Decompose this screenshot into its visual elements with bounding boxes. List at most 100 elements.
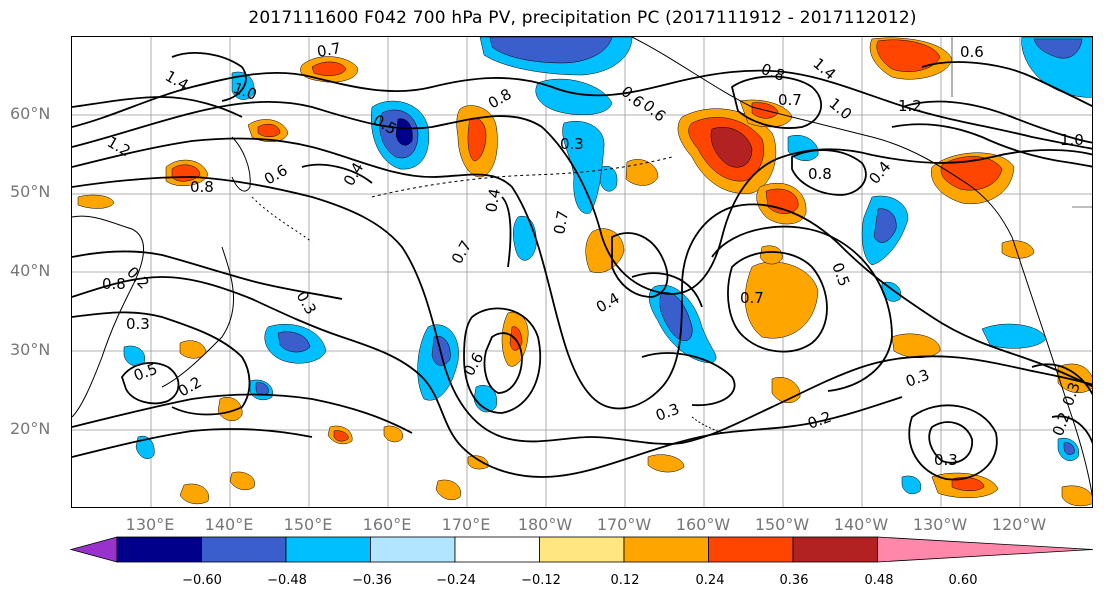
precip-blob xyxy=(435,479,461,500)
precip-blob xyxy=(901,475,922,495)
contour-label: 0.5 xyxy=(828,260,853,289)
precip-blob xyxy=(77,194,115,209)
pv-contour xyxy=(171,52,247,102)
precip-blob xyxy=(489,37,613,64)
pv-contour xyxy=(730,75,823,129)
contour-label: 0.3 xyxy=(126,315,150,333)
precip-blob xyxy=(981,323,1047,349)
contour-label: 0.6 xyxy=(960,43,984,61)
precip-blob xyxy=(179,340,207,359)
contour-label: 1.0 xyxy=(231,79,260,104)
precip-blob xyxy=(710,127,753,168)
coastline-namerica xyxy=(1011,236,1092,497)
colorbar-segment xyxy=(116,536,202,563)
contour-label: 0.3 xyxy=(903,366,932,391)
coastlines xyxy=(72,37,1092,497)
lon-label-140e: 140°E xyxy=(204,515,254,534)
lat-label-20n: 20°N xyxy=(10,419,51,438)
pv-contour xyxy=(72,428,313,458)
precip-blob xyxy=(123,345,146,366)
lat-label-50n: 50°N xyxy=(10,182,51,201)
pv-contour xyxy=(72,276,903,478)
contour-label: 0.7 xyxy=(550,209,572,236)
coastline-kamchatka xyxy=(231,136,251,192)
colorbar-segment xyxy=(454,536,540,563)
contour-label: 0.8 xyxy=(190,178,214,196)
coastline-alaska xyxy=(631,37,1013,238)
map-canvas: 0.7 1.0 1.4 1.2 0.8 0.6 0.5 0.4 0.3 0.2 … xyxy=(72,37,1092,507)
lon-label-130w: 130°W xyxy=(912,515,968,534)
contour-label: 1.0 xyxy=(1060,131,1084,149)
contour-label: 0.8 xyxy=(102,275,126,293)
coastline-border xyxy=(951,37,1092,208)
colorbar-extend-low xyxy=(69,536,118,563)
contour-label: 0.2 xyxy=(175,373,205,401)
pv-contour xyxy=(72,96,243,118)
pv-contour xyxy=(72,100,1092,295)
contour-label: 0.4 xyxy=(865,158,894,188)
pv-contour xyxy=(901,100,1092,144)
precip-blob xyxy=(255,382,269,396)
precip-blob xyxy=(467,455,489,470)
colorbar-tick: 0.48 xyxy=(864,573,894,588)
precip-blob xyxy=(395,118,413,146)
coastline-japan xyxy=(161,246,235,388)
colorbar-segment xyxy=(539,536,625,563)
precip-shading xyxy=(77,37,1092,507)
colorbar-tick: −0.48 xyxy=(267,573,307,588)
pv-contour xyxy=(921,61,1092,108)
pv-contour xyxy=(72,176,1092,445)
precip-blob xyxy=(891,333,941,358)
precip-blob xyxy=(1063,442,1075,455)
precip-blob xyxy=(1061,485,1092,507)
pv-contour xyxy=(72,393,413,434)
precip-blob xyxy=(940,156,1003,191)
lat-label-40n: 40°N xyxy=(10,261,51,280)
colorbar-segment xyxy=(201,536,287,563)
lon-label-150e: 150°E xyxy=(283,515,333,534)
lon-label-180w: 180°W xyxy=(517,515,573,534)
precip-blob xyxy=(229,471,255,491)
pv-contour xyxy=(928,421,973,464)
pv-contour xyxy=(908,404,998,481)
precip-blob xyxy=(876,39,941,72)
colorbar-segment xyxy=(708,536,794,563)
contour-label: 0.6 xyxy=(261,161,291,189)
colorbar-tick: −0.60 xyxy=(182,573,222,588)
pv-contour xyxy=(483,332,523,394)
contour-label: 0.8 xyxy=(485,85,515,113)
pv-contour xyxy=(301,163,373,184)
pv-contour xyxy=(1031,363,1092,396)
contour-label: 0.7 xyxy=(316,39,343,61)
contour-label: 0.8 xyxy=(808,165,832,183)
precip-blob xyxy=(759,245,783,265)
pv-contour xyxy=(891,123,1092,168)
precip-blob xyxy=(513,215,537,261)
contour-label: 0.3 xyxy=(560,135,584,153)
figure-title: 2017111600 F042 700 hPa PV, precipitatio… xyxy=(248,8,917,28)
lon-label-130e: 130°E xyxy=(125,515,175,534)
pv-contour xyxy=(727,251,828,353)
precip-blob xyxy=(333,430,349,442)
contour-label: 0.7 xyxy=(740,289,764,307)
coastline-kuril xyxy=(251,196,313,243)
lon-label-160e: 160°E xyxy=(362,515,412,534)
precip-blob xyxy=(467,117,487,162)
contour-label: 0.2 xyxy=(123,263,153,293)
pv-contour xyxy=(711,225,893,392)
colorbar-extend-high xyxy=(877,536,1094,563)
pv-contour xyxy=(611,232,669,298)
map-panel: 0.7 1.0 1.4 1.2 0.8 0.6 0.5 0.4 0.3 0.2 … xyxy=(71,36,1093,508)
precip-blob xyxy=(217,397,243,422)
contour-label: 0.7 xyxy=(448,237,476,267)
precip-blob xyxy=(535,78,613,115)
contour-label: 0.2 xyxy=(1049,410,1074,439)
colorbar-segment xyxy=(623,536,709,563)
precip-blob xyxy=(1001,240,1035,259)
contour-label: 0.3 xyxy=(653,400,682,425)
contour-label: 1.4 xyxy=(162,67,192,95)
precip-blob xyxy=(625,159,659,186)
lon-label-150w: 150°W xyxy=(754,515,810,534)
colorbar-segment xyxy=(792,536,878,563)
lon-label-170e: 170°E xyxy=(441,515,491,534)
